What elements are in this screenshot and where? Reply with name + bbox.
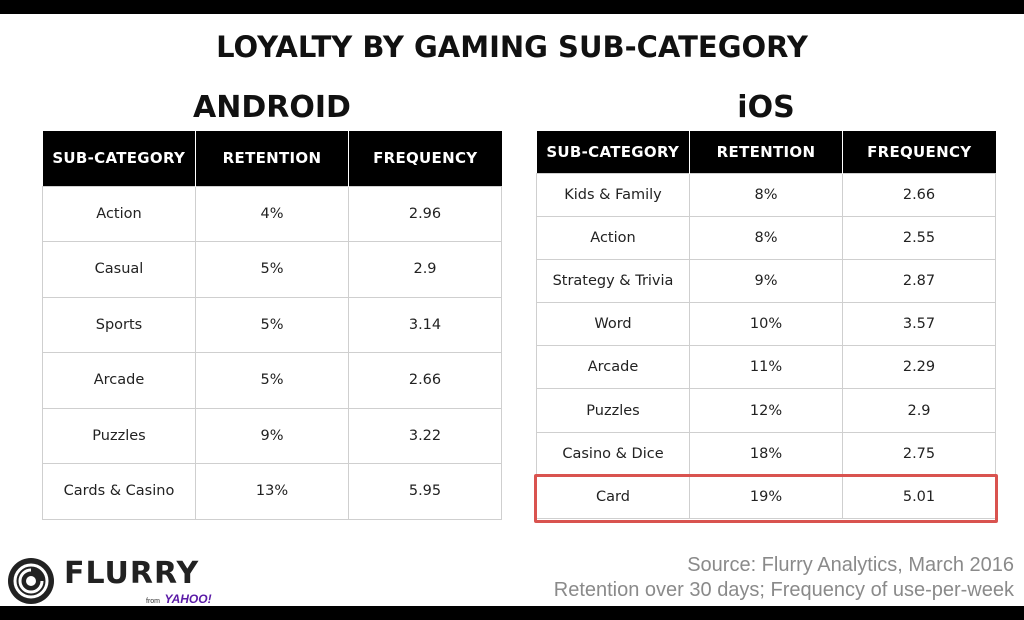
column-header-frequency: FREQUENCY [348, 131, 502, 186]
table-row: Card 19% 5.01 [536, 474, 996, 520]
ios-title: iOS [737, 90, 795, 125]
cell-retention: 13% [195, 463, 349, 520]
flurry-swirl-icon [8, 558, 54, 604]
column-header-retention: RETENTION [195, 131, 349, 186]
cell-subcategory: Cards & Casino [42, 463, 196, 520]
cell-frequency: 3.14 [348, 296, 502, 353]
cell-frequency: 5.95 [348, 463, 502, 520]
cell-retention: 12% [689, 388, 843, 433]
cell-retention: 10% [689, 302, 843, 347]
table-row: Kids & Family 8% 2.66 [536, 172, 996, 217]
cell-retention: 19% [689, 474, 843, 520]
ios-table: SUB-CATEGORY RETENTION FREQUENCY Kids & … [536, 131, 996, 520]
cell-subcategory: Word [536, 302, 690, 347]
cell-subcategory: Arcade [42, 352, 196, 409]
flurry-logo: FLURRY from YAHOO! [6, 550, 226, 606]
cell-subcategory: Casino & Dice [536, 431, 690, 476]
table-row: Cards & Casino 13% 5.95 [42, 463, 502, 520]
cell-subcategory: Casual [42, 241, 196, 298]
page-title: LOYALTY BY GAMING SUB-CATEGORY [216, 30, 808, 64]
table-row: Action 8% 2.55 [536, 215, 996, 260]
cell-retention: 4% [195, 185, 349, 242]
cell-retention: 8% [689, 172, 843, 217]
cell-frequency: 2.66 [842, 172, 996, 217]
table-row: Casual 5% 2.9 [42, 241, 502, 298]
cell-subcategory: Puzzles [42, 407, 196, 464]
cell-retention: 5% [195, 296, 349, 353]
cell-retention: 11% [689, 345, 843, 390]
cell-subcategory: Action [42, 185, 196, 242]
cell-frequency: 2.55 [842, 215, 996, 260]
cell-subcategory: Action [536, 215, 690, 260]
source-note: Source: Flurry Analytics, March 2016 Ret… [554, 553, 1014, 603]
table-row: Arcade 11% 2.29 [536, 345, 996, 390]
logo-from-text: from [146, 598, 160, 605]
column-header-subcategory: SUB-CATEGORY [42, 131, 196, 186]
cell-subcategory: Strategy & Trivia [536, 258, 690, 304]
table-row: Strategy & Trivia 9% 2.87 [536, 258, 996, 304]
source-line: Source: Flurry Analytics, March 2016 [687, 554, 1014, 576]
cell-retention: 9% [195, 407, 349, 464]
table-header-row: SUB-CATEGORY RETENTION FREQUENCY [42, 131, 502, 186]
cell-retention: 5% [195, 241, 349, 298]
table-row: Arcade 5% 2.66 [42, 352, 502, 409]
cell-retention: 9% [689, 258, 843, 304]
cell-retention: 18% [689, 431, 843, 476]
logo-yahoo-text: YAHOO! [164, 592, 212, 606]
cell-frequency: 5.01 [842, 474, 996, 520]
cell-retention: 8% [689, 215, 843, 260]
cell-frequency: 2.75 [842, 431, 996, 476]
table-row: Puzzles 12% 2.9 [536, 388, 996, 433]
cell-subcategory: Puzzles [536, 388, 690, 433]
cell-frequency: 3.22 [348, 407, 502, 464]
cell-frequency: 2.87 [842, 258, 996, 304]
table-row: Casino & Dice 18% 2.75 [536, 431, 996, 476]
table-row: Puzzles 9% 3.22 [42, 407, 502, 464]
table-row: Word 10% 3.57 [536, 302, 996, 347]
column-header-subcategory: SUB-CATEGORY [536, 131, 690, 173]
cell-frequency: 3.57 [842, 302, 996, 347]
cell-frequency: 2.96 [348, 185, 502, 242]
cell-subcategory: Card [536, 474, 690, 520]
cell-subcategory: Kids & Family [536, 172, 690, 217]
cell-retention: 5% [195, 352, 349, 409]
cell-frequency: 2.66 [348, 352, 502, 409]
bottom-bar [0, 606, 1024, 620]
cell-frequency: 2.9 [348, 241, 502, 298]
table-row: Action 4% 2.96 [42, 185, 502, 242]
android-table: SUB-CATEGORY RETENTION FREQUENCY Action 4… [42, 131, 502, 520]
cell-subcategory: Arcade [536, 345, 690, 390]
top-bar [0, 0, 1024, 14]
table-header-row: SUB-CATEGORY RETENTION FREQUENCY [536, 131, 996, 173]
logo-yahoo: from YAHOO! [146, 590, 212, 608]
android-title: ANDROID [193, 90, 351, 125]
column-header-frequency: FREQUENCY [842, 131, 996, 173]
table-row: Sports 5% 3.14 [42, 296, 502, 353]
cell-frequency: 2.29 [842, 345, 996, 390]
column-header-retention: RETENTION [689, 131, 843, 173]
cell-subcategory: Sports [42, 296, 196, 353]
logo-wordmark: FLURRY [64, 556, 200, 591]
source-definition-line: Retention over 30 days; Frequency of use… [553, 579, 1014, 601]
cell-frequency: 2.9 [842, 388, 996, 433]
